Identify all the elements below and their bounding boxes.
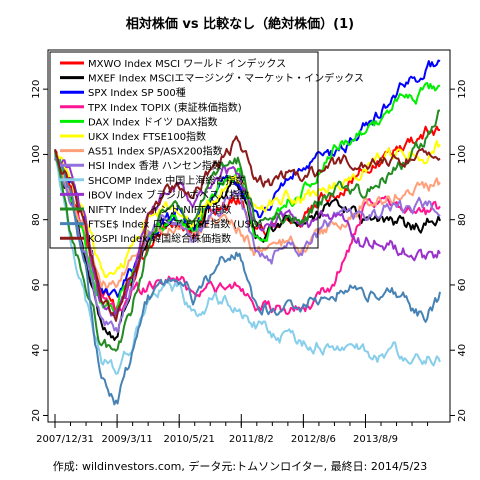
legend: MXWO Index MSCI ワールド インデックス MXEF Index MS… <box>49 51 364 249</box>
x-tick-label: 2011/8/2 <box>229 434 274 445</box>
legend-entry: SPX Index SP 500種 <box>88 86 186 99</box>
legend-entry: SHCOMP Index 中国上海総合指数 <box>88 174 245 187</box>
chart-caption: 作成: wildinvestors.com, データ元:トムソンロイター, 最終… <box>53 459 427 473</box>
y-tick-label-right: 20 <box>457 409 468 422</box>
x-tick-label: 2012/8/6 <box>291 434 336 445</box>
y-tick-label-left: 80 <box>31 213 42 226</box>
x-tick-label: 2013/8/9 <box>353 434 398 445</box>
y-tick-label-left: 60 <box>31 279 42 292</box>
series-line <box>54 157 441 406</box>
legend-entry: KOSPI Index 韓国総合株価指数 <box>88 232 231 245</box>
x-tick-label: 2009/3/11 <box>101 434 152 445</box>
series-line <box>54 157 441 289</box>
plot-lines <box>54 59 441 406</box>
legend-entry: IBOV Index ブラジル ボベスパ指数 <box>88 188 249 201</box>
legend-entry: TPX Index TOPIX (東証株価指数) <box>87 101 242 114</box>
legend-entry: MXWO Index MSCI ワールド インデックス <box>88 57 286 70</box>
y-tick-label-right: 80 <box>457 213 468 226</box>
plot-frame <box>47 49 451 423</box>
y-axis-right: 20 40 60 80 100 120 <box>450 80 468 422</box>
legend-entry: UKX Index FTSE100指数 <box>88 130 206 143</box>
x-tick-label: 2007/12/31 <box>36 434 94 445</box>
x-axis: 2007/12/31 2009/3/11 2010/5/21 2011/8/2 2012… <box>36 414 429 445</box>
y-tick-label-left: 20 <box>31 409 42 422</box>
y-tick-label-left: 100 <box>31 145 42 164</box>
y-tick-label-right: 100 <box>457 145 468 164</box>
y-tick-label-right: 60 <box>457 279 468 292</box>
y-tick-label-right: 40 <box>457 344 468 357</box>
legend-entry: NIFTY Index インド NIFTY指数 <box>88 203 232 216</box>
legend-entry: MXEF Index MSCIエマージング・マーケット・インデックス <box>88 72 364 85</box>
y-tick-label-left: 40 <box>31 344 42 357</box>
series-line <box>54 155 441 334</box>
series-line <box>54 135 441 322</box>
x-tick-label: 2010/5/21 <box>164 434 215 445</box>
legend-entry: AS51 Index SP/ASX200指数 <box>88 145 223 158</box>
legend-entry: DAX Index ドイツ DAX指数 <box>88 115 218 128</box>
series-line <box>54 109 441 352</box>
y-tick-label-left: 120 <box>31 80 42 99</box>
y-axis-left: 20 40 60 80 100 120 <box>31 80 48 422</box>
chart-title: 相対株価 vs 比較なし（絶対株価）(1) <box>126 16 354 32</box>
series-line <box>54 153 441 375</box>
y-tick-label-right: 120 <box>457 80 468 99</box>
legend-entry: FTSE$ Index ロシア FTSE指数 (USD) <box>88 218 263 231</box>
legend-entry: HSI Index 香港 ハンセン指数 <box>88 159 222 172</box>
legend-box <box>49 51 319 249</box>
